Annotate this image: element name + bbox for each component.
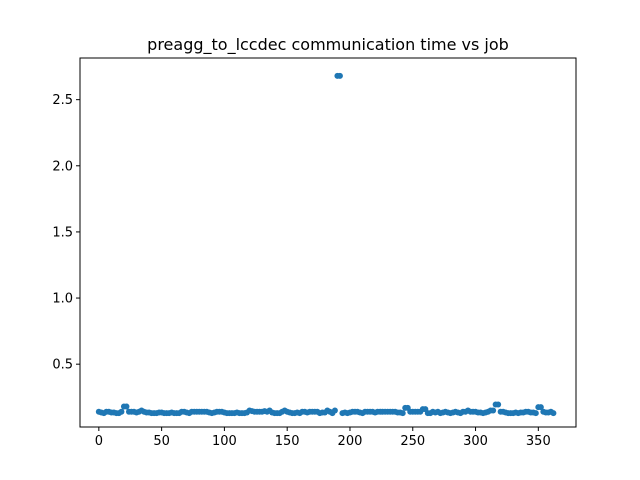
y-tick-label: 0.5 <box>52 358 73 373</box>
x-tick-label: 0 <box>95 434 103 449</box>
y-axis: 0.5 1.0 1.5 2.0 2.5 <box>52 93 80 373</box>
data-point <box>495 401 502 408</box>
x-axis: 0 50 100 150 200 250 300 350 <box>95 427 551 449</box>
x-tick-label: 150 <box>275 434 300 449</box>
x-tick-label: 300 <box>463 434 488 449</box>
x-tick-label: 50 <box>153 434 170 449</box>
x-tick-label: 250 <box>400 434 425 449</box>
data-point <box>537 404 544 411</box>
data-point <box>123 403 130 410</box>
y-tick-label: 2.5 <box>52 93 73 108</box>
data-points <box>95 72 557 417</box>
x-tick-label: 100 <box>212 434 237 449</box>
x-tick-label: 350 <box>526 434 551 449</box>
data-point <box>336 72 343 79</box>
data-point <box>490 407 497 414</box>
plot-frame <box>79 57 577 428</box>
data-point <box>118 408 125 415</box>
data-point <box>550 410 557 417</box>
data-point <box>532 410 539 417</box>
chart-title: preagg_to_lccdec communication time vs j… <box>147 35 509 55</box>
x-tick-label: 200 <box>338 434 363 449</box>
data-point <box>331 407 338 414</box>
y-tick-label: 1.5 <box>52 225 73 240</box>
y-tick-label: 2.0 <box>52 159 73 174</box>
y-tick-label: 1.0 <box>52 292 73 307</box>
data-point <box>399 410 406 417</box>
